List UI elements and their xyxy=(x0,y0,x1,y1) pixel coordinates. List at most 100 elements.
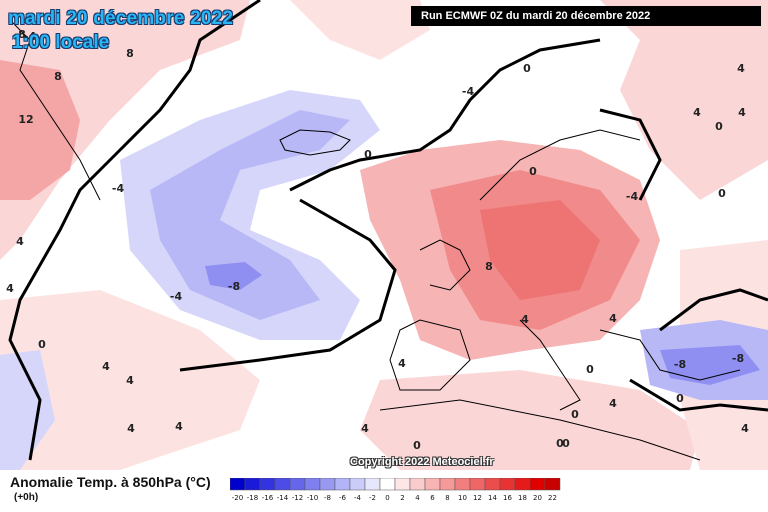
scale-tick-label: 6 xyxy=(430,494,435,502)
british-isles-coast xyxy=(419,239,471,291)
coastlines xyxy=(9,19,741,461)
zero-contour-east xyxy=(659,288,768,332)
scale-swatch xyxy=(349,478,366,491)
scale-tick-label: -6 xyxy=(339,494,347,502)
contour-label: 4 xyxy=(102,360,110,373)
copyright-notice: Copyright 2022 Meteociel.fr xyxy=(350,456,494,468)
contour-label: 0 xyxy=(562,437,570,450)
contour-label: 8 xyxy=(54,70,62,83)
contour-label: 0 xyxy=(715,120,723,133)
contour-label: 4 xyxy=(398,357,406,370)
scale-tick-label: 10 xyxy=(458,494,467,502)
scale-tick-label: -16 xyxy=(262,494,274,502)
scale-swatch xyxy=(514,478,531,491)
zero-contour-southeast xyxy=(629,378,768,412)
contour-label: -8 xyxy=(228,280,240,293)
time-title: 1:00 locale xyxy=(12,32,110,53)
iceland-coast xyxy=(279,129,351,156)
scale-tick-label: 14 xyxy=(488,494,497,502)
scale-swatch xyxy=(364,478,381,491)
contour-label: 4 xyxy=(521,313,529,326)
scale-swatch xyxy=(230,478,246,491)
contour-label: -8 xyxy=(732,352,744,365)
warm-max-europe xyxy=(480,200,600,300)
scale-swatch xyxy=(529,478,546,491)
zero-contour-north xyxy=(289,38,601,192)
contour-label: 0 xyxy=(586,363,594,376)
contour-label: 4 xyxy=(741,422,749,435)
balkans-turkey-coast xyxy=(599,329,741,381)
warm-area-north xyxy=(290,0,430,60)
scale-tick-label: 22 xyxy=(548,494,557,502)
lead-time: (+0h) xyxy=(14,492,39,503)
zero-contour-atlantic xyxy=(179,198,397,372)
scale-swatch xyxy=(244,478,261,491)
scale-swatch xyxy=(304,478,321,491)
scale-tick-label: -8 xyxy=(324,494,331,502)
contour-label: 12 xyxy=(18,113,33,126)
scale-tick-label: -4 xyxy=(354,494,362,502)
contour-lines xyxy=(8,0,768,461)
scale-swatch xyxy=(409,478,426,491)
date-title: mardi 20 décembre 2022 xyxy=(8,8,234,29)
scale-tick-label: -14 xyxy=(277,494,289,502)
contour-label: 0 xyxy=(556,437,564,450)
scale-swatch xyxy=(439,478,456,491)
contour-label: -8 xyxy=(674,358,686,371)
contour-label: 4 xyxy=(127,422,135,435)
scale-swatch xyxy=(424,478,441,491)
italy-coast xyxy=(519,319,581,411)
contour-label: 4 xyxy=(738,106,746,119)
iberia-coast xyxy=(389,319,471,391)
contour-label: 0 xyxy=(364,148,372,161)
color-scale-bar: -20 -18 -16 -14 -12 -10 -8 -6 -4 -2 0 2 4 6 8 10 12 14 16 1… xyxy=(230,478,561,502)
run-info-banner: Run ECMWF 0Z du mardi 20 décembre 2022 xyxy=(411,6,761,26)
cold-core-turkey xyxy=(660,345,760,385)
contour-label: 8 xyxy=(18,28,26,41)
scale-tick-label: 16 xyxy=(503,494,512,502)
scale-tick-label: -10 xyxy=(307,494,318,502)
scale-tick-label: 20 xyxy=(533,494,542,502)
warm-area-greenland xyxy=(0,0,250,260)
zero-contour-west xyxy=(8,0,261,461)
scale-swatch xyxy=(469,478,486,491)
contour-label: 4 xyxy=(16,235,24,248)
contour-label: 8 xyxy=(485,260,493,273)
contour-label: 4 xyxy=(609,312,617,325)
greenland-coast xyxy=(9,19,101,201)
scale-tick-label: 12 xyxy=(473,494,482,502)
cold-max-atlantic xyxy=(205,262,262,290)
scale-tick-label: 0 xyxy=(385,494,389,502)
contour-label: 0 xyxy=(676,392,684,405)
scale-swatch xyxy=(454,478,471,491)
scale-swatch xyxy=(544,478,561,491)
scale-swatch xyxy=(289,478,306,491)
variable-title: Anomalie Temp. à 850hPa (°C) xyxy=(10,474,211,490)
warm-area-mediterranean xyxy=(360,370,700,470)
contour-label: -4 xyxy=(462,85,475,98)
scale-tick-label: 18 xyxy=(518,494,527,502)
contour-label: -4 xyxy=(170,290,183,303)
scale-swatch xyxy=(379,478,396,491)
contour-label: 4 xyxy=(126,374,134,387)
contour-label: 4 xyxy=(6,282,14,295)
scale-tick-label: -2 xyxy=(369,494,376,502)
scale-swatch xyxy=(484,478,501,491)
anomaly-map: 8 8 12 8 4 0 -4 -4 0 -8 -4 0 4 4 0 -4 0 8 4 4 4 0 0 4 0 0 -8 -8 4 4 4 4… xyxy=(0,0,768,470)
cold-core-atlantic xyxy=(150,110,350,320)
anomaly-fill-layer xyxy=(0,0,768,470)
contour-label: -4 xyxy=(626,190,639,203)
cold-area-southwest xyxy=(0,350,55,470)
contour-label: 4 xyxy=(361,422,369,435)
scale-tick-label: 8 xyxy=(445,494,449,502)
warm-area-northeast xyxy=(600,0,768,200)
contour-label: 4 xyxy=(737,62,745,75)
contour-label: 0 xyxy=(523,62,531,75)
warm-core-greenland xyxy=(0,60,80,200)
contour-label: 4 xyxy=(609,397,617,410)
scale-swatch xyxy=(274,478,291,491)
contour-label: 8 xyxy=(126,47,134,60)
contour-label: -4 xyxy=(112,182,125,195)
